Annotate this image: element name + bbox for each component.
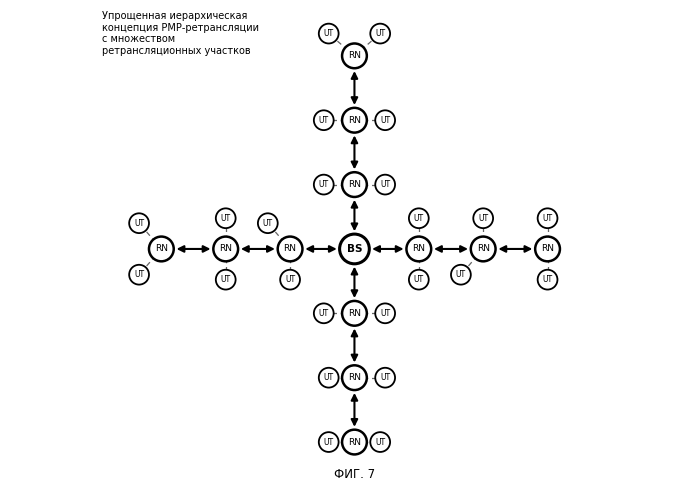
Text: RN: RN: [348, 373, 361, 382]
Circle shape: [280, 270, 300, 289]
Text: UT: UT: [285, 275, 295, 284]
Text: BS: BS: [347, 244, 362, 254]
Text: UT: UT: [221, 214, 231, 223]
Text: RN: RN: [412, 244, 425, 253]
Text: RN: RN: [284, 244, 296, 253]
Circle shape: [473, 208, 493, 228]
Circle shape: [342, 108, 367, 133]
Circle shape: [538, 270, 557, 289]
Text: Упрощенная иерархическая
концепция РМР-ретрансляции
с множеством
ретрансляционны: Упрощенная иерархическая концепция РМР-р…: [102, 11, 259, 56]
Text: UT: UT: [414, 275, 424, 284]
Circle shape: [535, 237, 560, 262]
Text: UT: UT: [324, 29, 333, 38]
Text: UT: UT: [324, 373, 333, 382]
Text: UT: UT: [456, 270, 466, 279]
Text: UT: UT: [263, 219, 273, 228]
Text: RN: RN: [348, 116, 361, 125]
Text: UT: UT: [380, 309, 390, 318]
Text: UT: UT: [319, 116, 329, 125]
Circle shape: [213, 237, 238, 262]
Text: UT: UT: [478, 214, 488, 223]
Circle shape: [149, 237, 174, 262]
Circle shape: [375, 304, 395, 323]
Circle shape: [375, 110, 395, 130]
Circle shape: [342, 429, 367, 454]
Text: RN: RN: [348, 180, 361, 189]
Circle shape: [216, 270, 236, 289]
Circle shape: [216, 208, 236, 228]
Circle shape: [314, 175, 333, 195]
Text: UT: UT: [221, 275, 231, 284]
Circle shape: [375, 175, 395, 195]
Text: UT: UT: [319, 309, 329, 318]
Text: UT: UT: [414, 214, 424, 223]
Circle shape: [471, 237, 496, 262]
Text: UT: UT: [324, 438, 333, 447]
Text: RN: RN: [155, 244, 168, 253]
Text: ФИГ. 7: ФИГ. 7: [334, 468, 375, 481]
Text: RN: RN: [219, 244, 232, 253]
Text: RN: RN: [348, 51, 361, 61]
Circle shape: [319, 24, 338, 43]
Text: UT: UT: [542, 214, 553, 223]
Text: UT: UT: [134, 219, 144, 228]
Circle shape: [370, 432, 390, 452]
Circle shape: [370, 24, 390, 43]
Circle shape: [340, 234, 369, 264]
Circle shape: [342, 366, 367, 390]
Text: UT: UT: [375, 29, 385, 38]
Text: UT: UT: [380, 373, 390, 382]
Text: RN: RN: [477, 244, 490, 253]
Circle shape: [342, 172, 367, 197]
Text: RN: RN: [348, 438, 361, 447]
Circle shape: [409, 208, 428, 228]
Text: RN: RN: [348, 309, 361, 318]
Circle shape: [129, 213, 149, 233]
Circle shape: [314, 110, 333, 130]
Text: UT: UT: [134, 270, 144, 279]
Circle shape: [538, 208, 557, 228]
Circle shape: [342, 301, 367, 325]
Circle shape: [451, 265, 471, 285]
Circle shape: [129, 265, 149, 285]
Circle shape: [258, 213, 278, 233]
Circle shape: [314, 304, 333, 323]
Text: UT: UT: [380, 116, 390, 125]
Text: UT: UT: [375, 438, 385, 447]
Text: RN: RN: [541, 244, 554, 253]
Text: UT: UT: [380, 180, 390, 189]
Text: UT: UT: [319, 180, 329, 189]
Circle shape: [342, 43, 367, 68]
Text: UT: UT: [542, 275, 553, 284]
Circle shape: [375, 368, 395, 387]
Circle shape: [319, 368, 338, 387]
Circle shape: [409, 270, 428, 289]
Circle shape: [278, 237, 303, 262]
Circle shape: [319, 432, 338, 452]
Circle shape: [406, 237, 431, 262]
